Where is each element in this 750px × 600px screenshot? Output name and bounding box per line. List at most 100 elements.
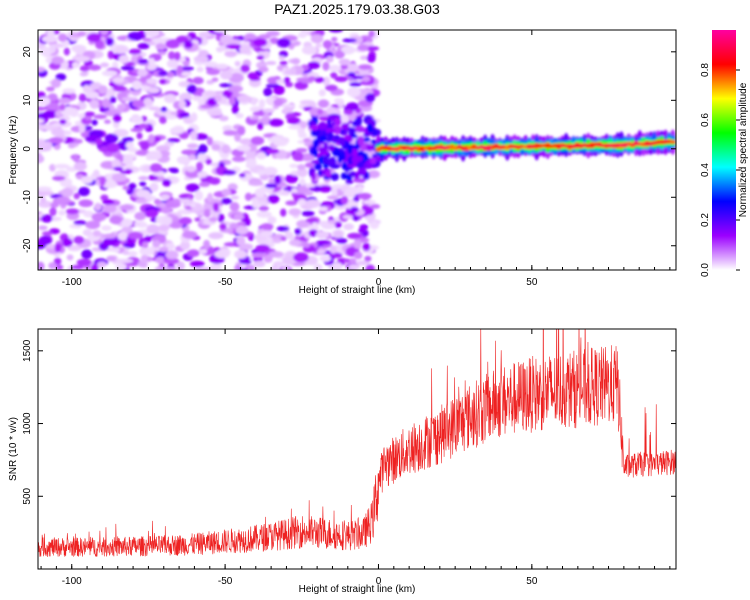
spectrogram-cell xyxy=(137,42,150,50)
spectrogram-cell xyxy=(314,163,323,171)
spectrogram-cell xyxy=(274,175,282,185)
spectrogram-cell xyxy=(198,181,211,187)
spectrogram-cell xyxy=(280,236,287,241)
spectrogram-cell xyxy=(511,144,524,149)
spectrogram-cell xyxy=(100,194,109,201)
spectrogram-frame xyxy=(37,29,677,271)
spectrogram-cell xyxy=(130,128,144,133)
spectrogram-cell xyxy=(357,44,369,52)
spectrogram-cell xyxy=(436,146,450,150)
spectrogram-cell xyxy=(284,174,299,184)
spectrogram-cell xyxy=(299,99,315,105)
spectrogram-cell xyxy=(78,186,90,197)
spectrogram-cell xyxy=(105,37,114,47)
spectrogram-cell xyxy=(102,199,115,205)
spectrogram-cell xyxy=(197,171,208,178)
spectrogram-cell xyxy=(223,130,238,136)
spectrogram-cell xyxy=(164,114,178,120)
spectrogram-cell xyxy=(313,147,318,158)
spectrogram-y-tick-label: 10 xyxy=(22,94,33,106)
spectrogram-cell xyxy=(49,207,57,217)
spectrogram-cell xyxy=(69,108,79,118)
spectrogram-cell xyxy=(149,182,159,192)
spectrogram-cell xyxy=(240,64,250,73)
spectrogram-cell xyxy=(355,260,371,266)
spectrogram-cell xyxy=(188,154,197,161)
spectrogram-cell xyxy=(181,149,197,156)
spectrogram-cell xyxy=(358,64,372,70)
spectrogram-cell xyxy=(285,200,298,206)
spectrogram-cell xyxy=(112,86,127,92)
spectrogram-cell xyxy=(120,218,133,228)
spectrogram-cell xyxy=(55,110,62,118)
colorbar-tick-label: 0.6 xyxy=(700,113,711,127)
spectrogram-cell xyxy=(162,179,172,187)
spectrogram-cell xyxy=(311,171,316,181)
spectrogram-cell xyxy=(217,213,225,223)
spectrogram-cell xyxy=(117,104,125,112)
spectrogram-cell xyxy=(230,195,240,200)
spectrogram-cell xyxy=(198,248,208,254)
spectrogram-cell xyxy=(92,230,102,237)
spectrogram-cell xyxy=(370,204,381,209)
spectrogram-cell xyxy=(215,46,224,53)
spectrogram-cell xyxy=(109,215,123,225)
spectrogram-cell xyxy=(267,216,277,224)
spectrogram-cell xyxy=(366,143,374,152)
spectrogram-cell xyxy=(176,261,186,270)
spectrogram-cell xyxy=(196,66,204,73)
spectrogram-cell xyxy=(280,191,291,196)
spectrogram-cell xyxy=(325,127,336,134)
spectrogram-cell xyxy=(142,85,149,92)
spectrogram-cell xyxy=(89,82,100,90)
spectrogram-cell xyxy=(101,98,111,108)
spectrogram-cell xyxy=(325,170,332,178)
spectrogram-cell xyxy=(300,121,308,129)
spectrogram-cell xyxy=(267,194,280,204)
spectrogram-cell xyxy=(318,206,328,212)
spectrogram-cell xyxy=(204,61,218,68)
spectrogram-cell xyxy=(78,199,94,208)
spectrogram-cell xyxy=(138,123,149,129)
spectrogram-cell xyxy=(91,119,98,126)
spectrogram-cell xyxy=(160,106,168,113)
spectrogram-cell xyxy=(146,64,157,71)
spectrogram-cell xyxy=(319,255,331,262)
spectrogram-cell xyxy=(282,256,297,266)
spectrogram-cell xyxy=(38,186,52,192)
spectrogram-cell xyxy=(149,163,163,173)
spectrogram-cell xyxy=(310,34,324,44)
spectrogram-cell xyxy=(101,70,118,77)
spectrogram-cell xyxy=(328,131,333,141)
spectrogram-y-tick-label: -10 xyxy=(22,190,33,205)
spectrogram-cell xyxy=(260,231,274,237)
spectrogram-cell xyxy=(192,76,204,85)
spectrogram-cell xyxy=(147,87,160,94)
spectrogram-cell xyxy=(361,205,369,212)
spectrogram-cell xyxy=(284,231,294,240)
spectrogram-cell xyxy=(329,156,337,166)
spectrogram-cell xyxy=(101,225,112,232)
spectrogram-cell xyxy=(165,71,175,78)
spectrogram-cell xyxy=(94,202,102,211)
colorbar-tick-label: 0.2 xyxy=(700,213,711,227)
spectrogram-cell xyxy=(106,255,117,262)
spectrogram-cell xyxy=(73,138,83,144)
spectrogram-cell xyxy=(214,250,230,259)
spectrogram-cell xyxy=(326,195,339,200)
snr-x-tick-label: -50 xyxy=(218,576,233,587)
spectrogram-cell xyxy=(177,198,192,204)
spectrogram-cell xyxy=(165,39,181,49)
figure-title: PAZ1.2025.179.03.38.G03 xyxy=(274,1,440,17)
spectrogram-cell xyxy=(165,266,177,270)
spectrogram-cell xyxy=(86,32,102,43)
spectrogram-cell xyxy=(49,43,57,54)
spectrogram-cell xyxy=(121,96,137,102)
spectrogram-cell xyxy=(263,166,278,176)
spectrogram-y-tick-label: 20 xyxy=(22,46,33,58)
spectrogram-cell xyxy=(203,208,211,218)
spectrogram-cell xyxy=(208,216,218,222)
spectrogram-cell xyxy=(234,60,241,67)
spectrogram-cell xyxy=(38,225,48,231)
spectrogram-cell xyxy=(155,145,171,152)
